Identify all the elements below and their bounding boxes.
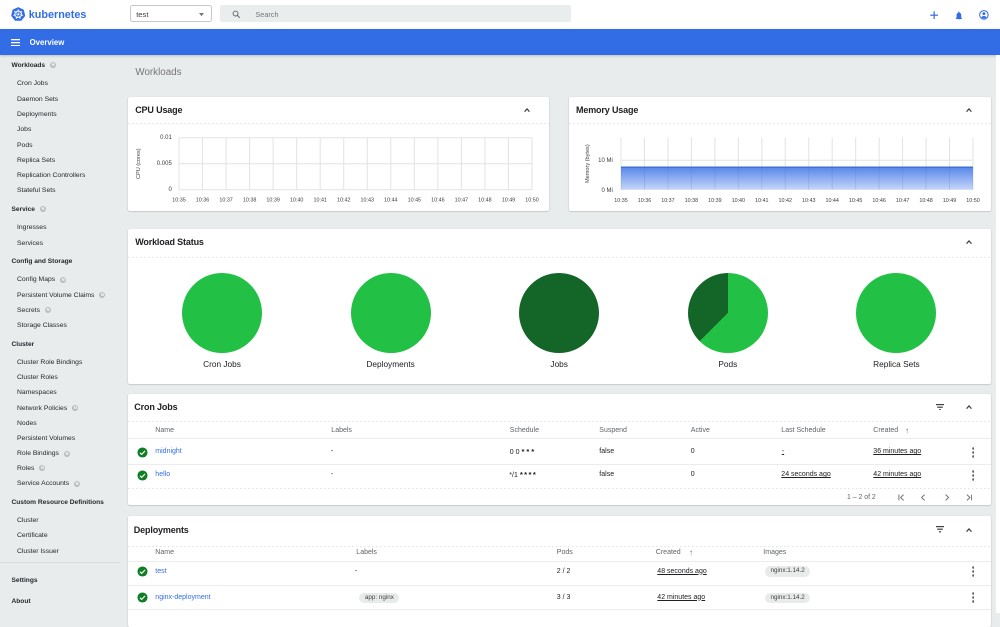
svg-text:10:44: 10:44 <box>384 197 397 203</box>
svg-text:CPU (cores): CPU (cores) <box>136 148 142 179</box>
svg-text:10:49: 10:49 <box>943 197 956 203</box>
svg-text:10 Mi: 10 Mi <box>598 158 613 164</box>
svg-text:0.01: 0.01 <box>161 134 173 140</box>
svg-text:10:40: 10:40 <box>290 197 303 203</box>
svg-text:10:44: 10:44 <box>825 197 838 203</box>
svg-text:10:46: 10:46 <box>872 197 885 203</box>
svg-text:0 Mi: 0 Mi <box>601 187 612 193</box>
svg-text:0: 0 <box>169 187 173 193</box>
svg-text:10:36: 10:36 <box>638 197 651 203</box>
svg-text:10:42: 10:42 <box>779 197 792 203</box>
svg-text:10:43: 10:43 <box>802 197 815 203</box>
svg-text:10:40: 10:40 <box>732 197 745 203</box>
svg-text:10:47: 10:47 <box>455 197 468 203</box>
svg-text:10:45: 10:45 <box>849 197 862 203</box>
svg-text:10:41: 10:41 <box>314 197 327 203</box>
svg-text:10:41: 10:41 <box>755 197 768 203</box>
svg-text:10:46: 10:46 <box>432 197 445 203</box>
svg-text:10:50: 10:50 <box>526 197 539 203</box>
svg-text:10:45: 10:45 <box>408 197 421 203</box>
svg-text:10:47: 10:47 <box>896 197 909 203</box>
svg-text:10:38: 10:38 <box>243 197 256 203</box>
svg-text:10:48: 10:48 <box>919 197 932 203</box>
svg-text:10:36: 10:36 <box>196 197 209 203</box>
svg-text:0.005: 0.005 <box>157 160 173 166</box>
svg-text:10:42: 10:42 <box>337 197 350 203</box>
svg-text:10:37: 10:37 <box>661 197 674 203</box>
svg-text:10:49: 10:49 <box>502 197 515 203</box>
svg-text:10:43: 10:43 <box>361 197 374 203</box>
svg-text:10:37: 10:37 <box>220 197 233 203</box>
svg-text:10:35: 10:35 <box>614 197 627 203</box>
svg-text:10:39: 10:39 <box>267 197 280 203</box>
svg-text:Memory (bytes): Memory (bytes) <box>585 144 591 183</box>
svg-text:10:38: 10:38 <box>685 197 698 203</box>
svg-text:10:39: 10:39 <box>708 197 721 203</box>
svg-text:10:48: 10:48 <box>479 197 492 203</box>
svg-text:10:35: 10:35 <box>173 197 186 203</box>
svg-text:10:50: 10:50 <box>966 197 979 203</box>
